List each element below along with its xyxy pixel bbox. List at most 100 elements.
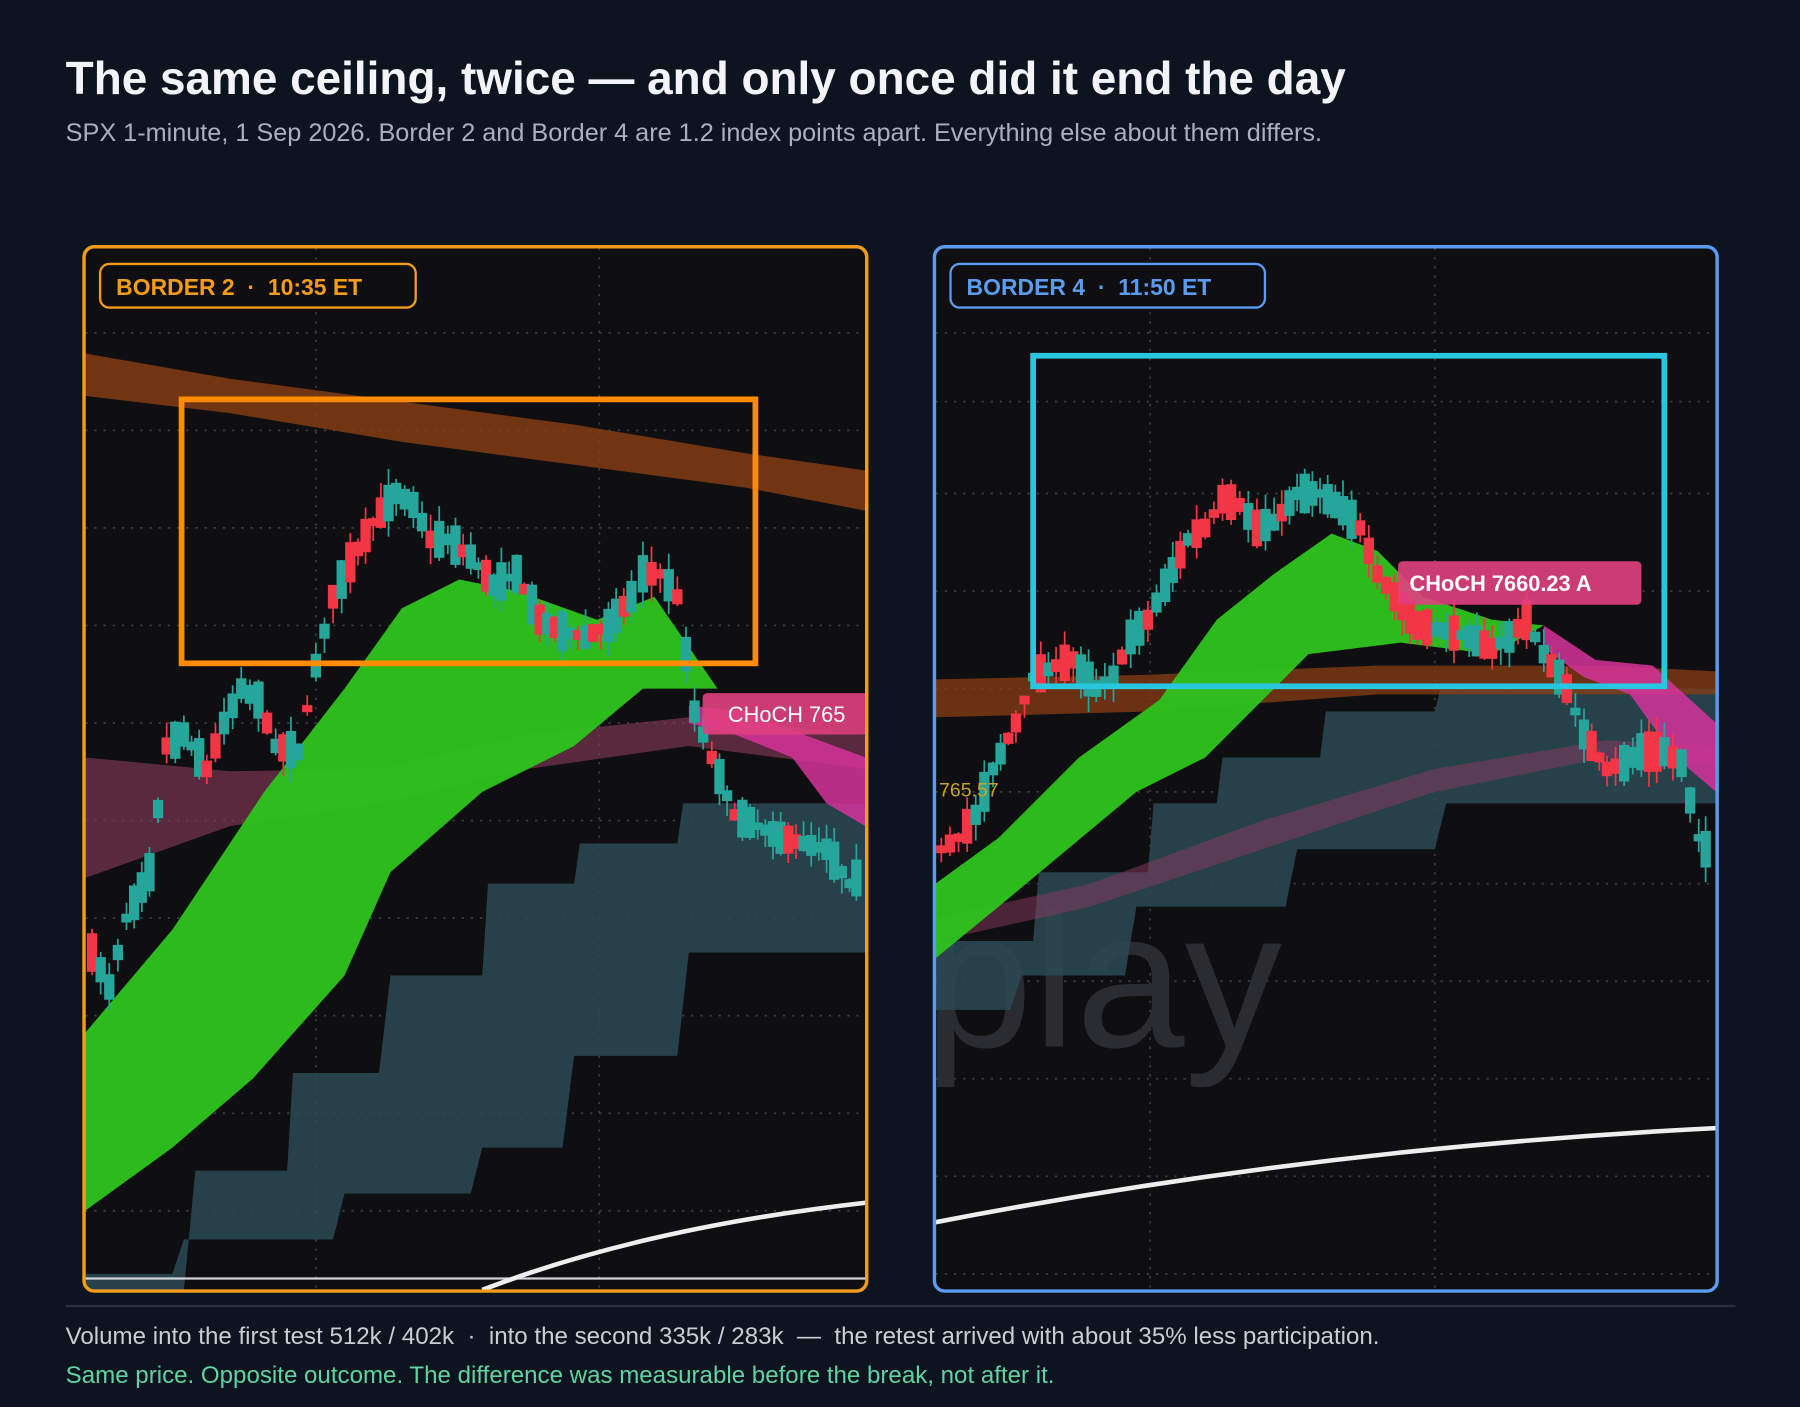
- candle-body: [953, 833, 964, 842]
- annotation: 765.57: [939, 779, 999, 801]
- candle-body: [1487, 637, 1498, 659]
- candle-body: [549, 616, 561, 638]
- candle-body: [1380, 576, 1392, 594]
- candle-body: [1059, 644, 1070, 681]
- candle-body: [383, 484, 394, 522]
- candle-body: [1676, 749, 1687, 778]
- teal-band: [85, 803, 866, 1290]
- candle-body: [496, 562, 507, 601]
- candle-body: [1159, 568, 1171, 603]
- candle-body: [1322, 484, 1333, 515]
- candle-body: [767, 821, 779, 847]
- candle-body: [995, 742, 1006, 765]
- candle-body: [218, 711, 230, 735]
- candle-body: [1260, 508, 1271, 542]
- candle-body: [706, 750, 717, 765]
- annotation: CHoCH 7660.23 A: [1410, 571, 1592, 596]
- candle-body: [86, 933, 98, 972]
- candle-body: [1610, 758, 1621, 774]
- candle-body: [1479, 630, 1490, 659]
- magenta-ribbon: [688, 705, 866, 827]
- candle-body: [610, 598, 622, 634]
- candle-body: [1068, 651, 1079, 669]
- candle-body: [1234, 498, 1245, 512]
- candle-body: [1570, 707, 1581, 716]
- candle-body: [270, 738, 281, 754]
- candle-body: [580, 625, 591, 649]
- candle-body: [1200, 518, 1211, 538]
- panel-label-box: [98, 262, 417, 309]
- annotation-tag: [702, 693, 866, 735]
- candle-body: [744, 806, 756, 838]
- candle-body: [654, 569, 666, 579]
- panel-label: BORDER 2 · 10:35 ET: [116, 274, 362, 300]
- candle-body: [1116, 649, 1128, 665]
- candle-body: [327, 584, 339, 609]
- candle-body: [170, 721, 181, 759]
- candle-body: [637, 555, 649, 593]
- candle-body: [1521, 599, 1532, 641]
- candle-body: [178, 722, 190, 747]
- candle-body: [1504, 621, 1515, 653]
- candle-body: [1243, 503, 1254, 530]
- annotation-tag: [1398, 561, 1642, 605]
- candle-body: [1372, 565, 1383, 583]
- candle-body: [210, 733, 221, 759]
- chart-left: CHoCH 765: [85, 247, 866, 1290]
- candle-body: [603, 608, 614, 643]
- candle-body: [244, 684, 256, 704]
- candle-body: [1464, 625, 1475, 649]
- resistance-band: [935, 665, 1716, 718]
- candle-body: [261, 712, 273, 734]
- candle-body: [1643, 731, 1655, 772]
- candle-body: [1330, 491, 1341, 519]
- candle-body: [775, 821, 786, 854]
- candle-body: [680, 636, 692, 672]
- candle-body: [1314, 489, 1326, 498]
- panel-border: [932, 245, 1719, 1293]
- candle-body: [936, 845, 947, 854]
- panel-border: [82, 245, 869, 1293]
- candle-body: [1530, 631, 1541, 643]
- candle-body: [760, 824, 771, 836]
- candle-body: [1389, 582, 1400, 612]
- candle-body: [1431, 622, 1442, 637]
- green-ribbon: [935, 533, 1544, 959]
- candle-body: [1700, 830, 1711, 868]
- candle-body: [186, 741, 197, 751]
- candle-body: [368, 518, 379, 527]
- candle-body: [1191, 519, 1202, 549]
- candle-body: [1594, 752, 1605, 763]
- candle-body: [399, 488, 410, 510]
- candle-body: [1651, 731, 1662, 772]
- candle-body: [970, 804, 981, 825]
- candle-body: [161, 737, 172, 755]
- candle-body: [1182, 533, 1194, 546]
- candle-body: [626, 580, 637, 613]
- candle-body: [1167, 557, 1178, 583]
- candle-body: [1636, 733, 1647, 771]
- candle-body: [1307, 481, 1318, 506]
- candle-body: [646, 561, 657, 586]
- candle-body: [557, 610, 568, 652]
- candle-body: [121, 913, 132, 923]
- candle-body: [391, 482, 402, 505]
- candle-body: [104, 974, 115, 1000]
- candle-body: [1134, 610, 1145, 646]
- candle-body: [1291, 486, 1303, 501]
- candle-body: [618, 595, 629, 617]
- candle-body: [979, 771, 990, 812]
- candle-body: [798, 835, 809, 852]
- candle-body: [345, 542, 356, 583]
- candle-body: [336, 560, 347, 599]
- candle-body: [1284, 490, 1295, 516]
- candle-body: [534, 604, 545, 635]
- candle-body: [987, 762, 999, 776]
- candle-body: [1075, 654, 1087, 685]
- candle-body: [1421, 609, 1433, 646]
- candle-body: [112, 944, 124, 961]
- candle-body: [450, 525, 461, 565]
- candle-body: [1448, 615, 1460, 651]
- candle-body: [821, 838, 832, 861]
- candle-body: [375, 497, 387, 528]
